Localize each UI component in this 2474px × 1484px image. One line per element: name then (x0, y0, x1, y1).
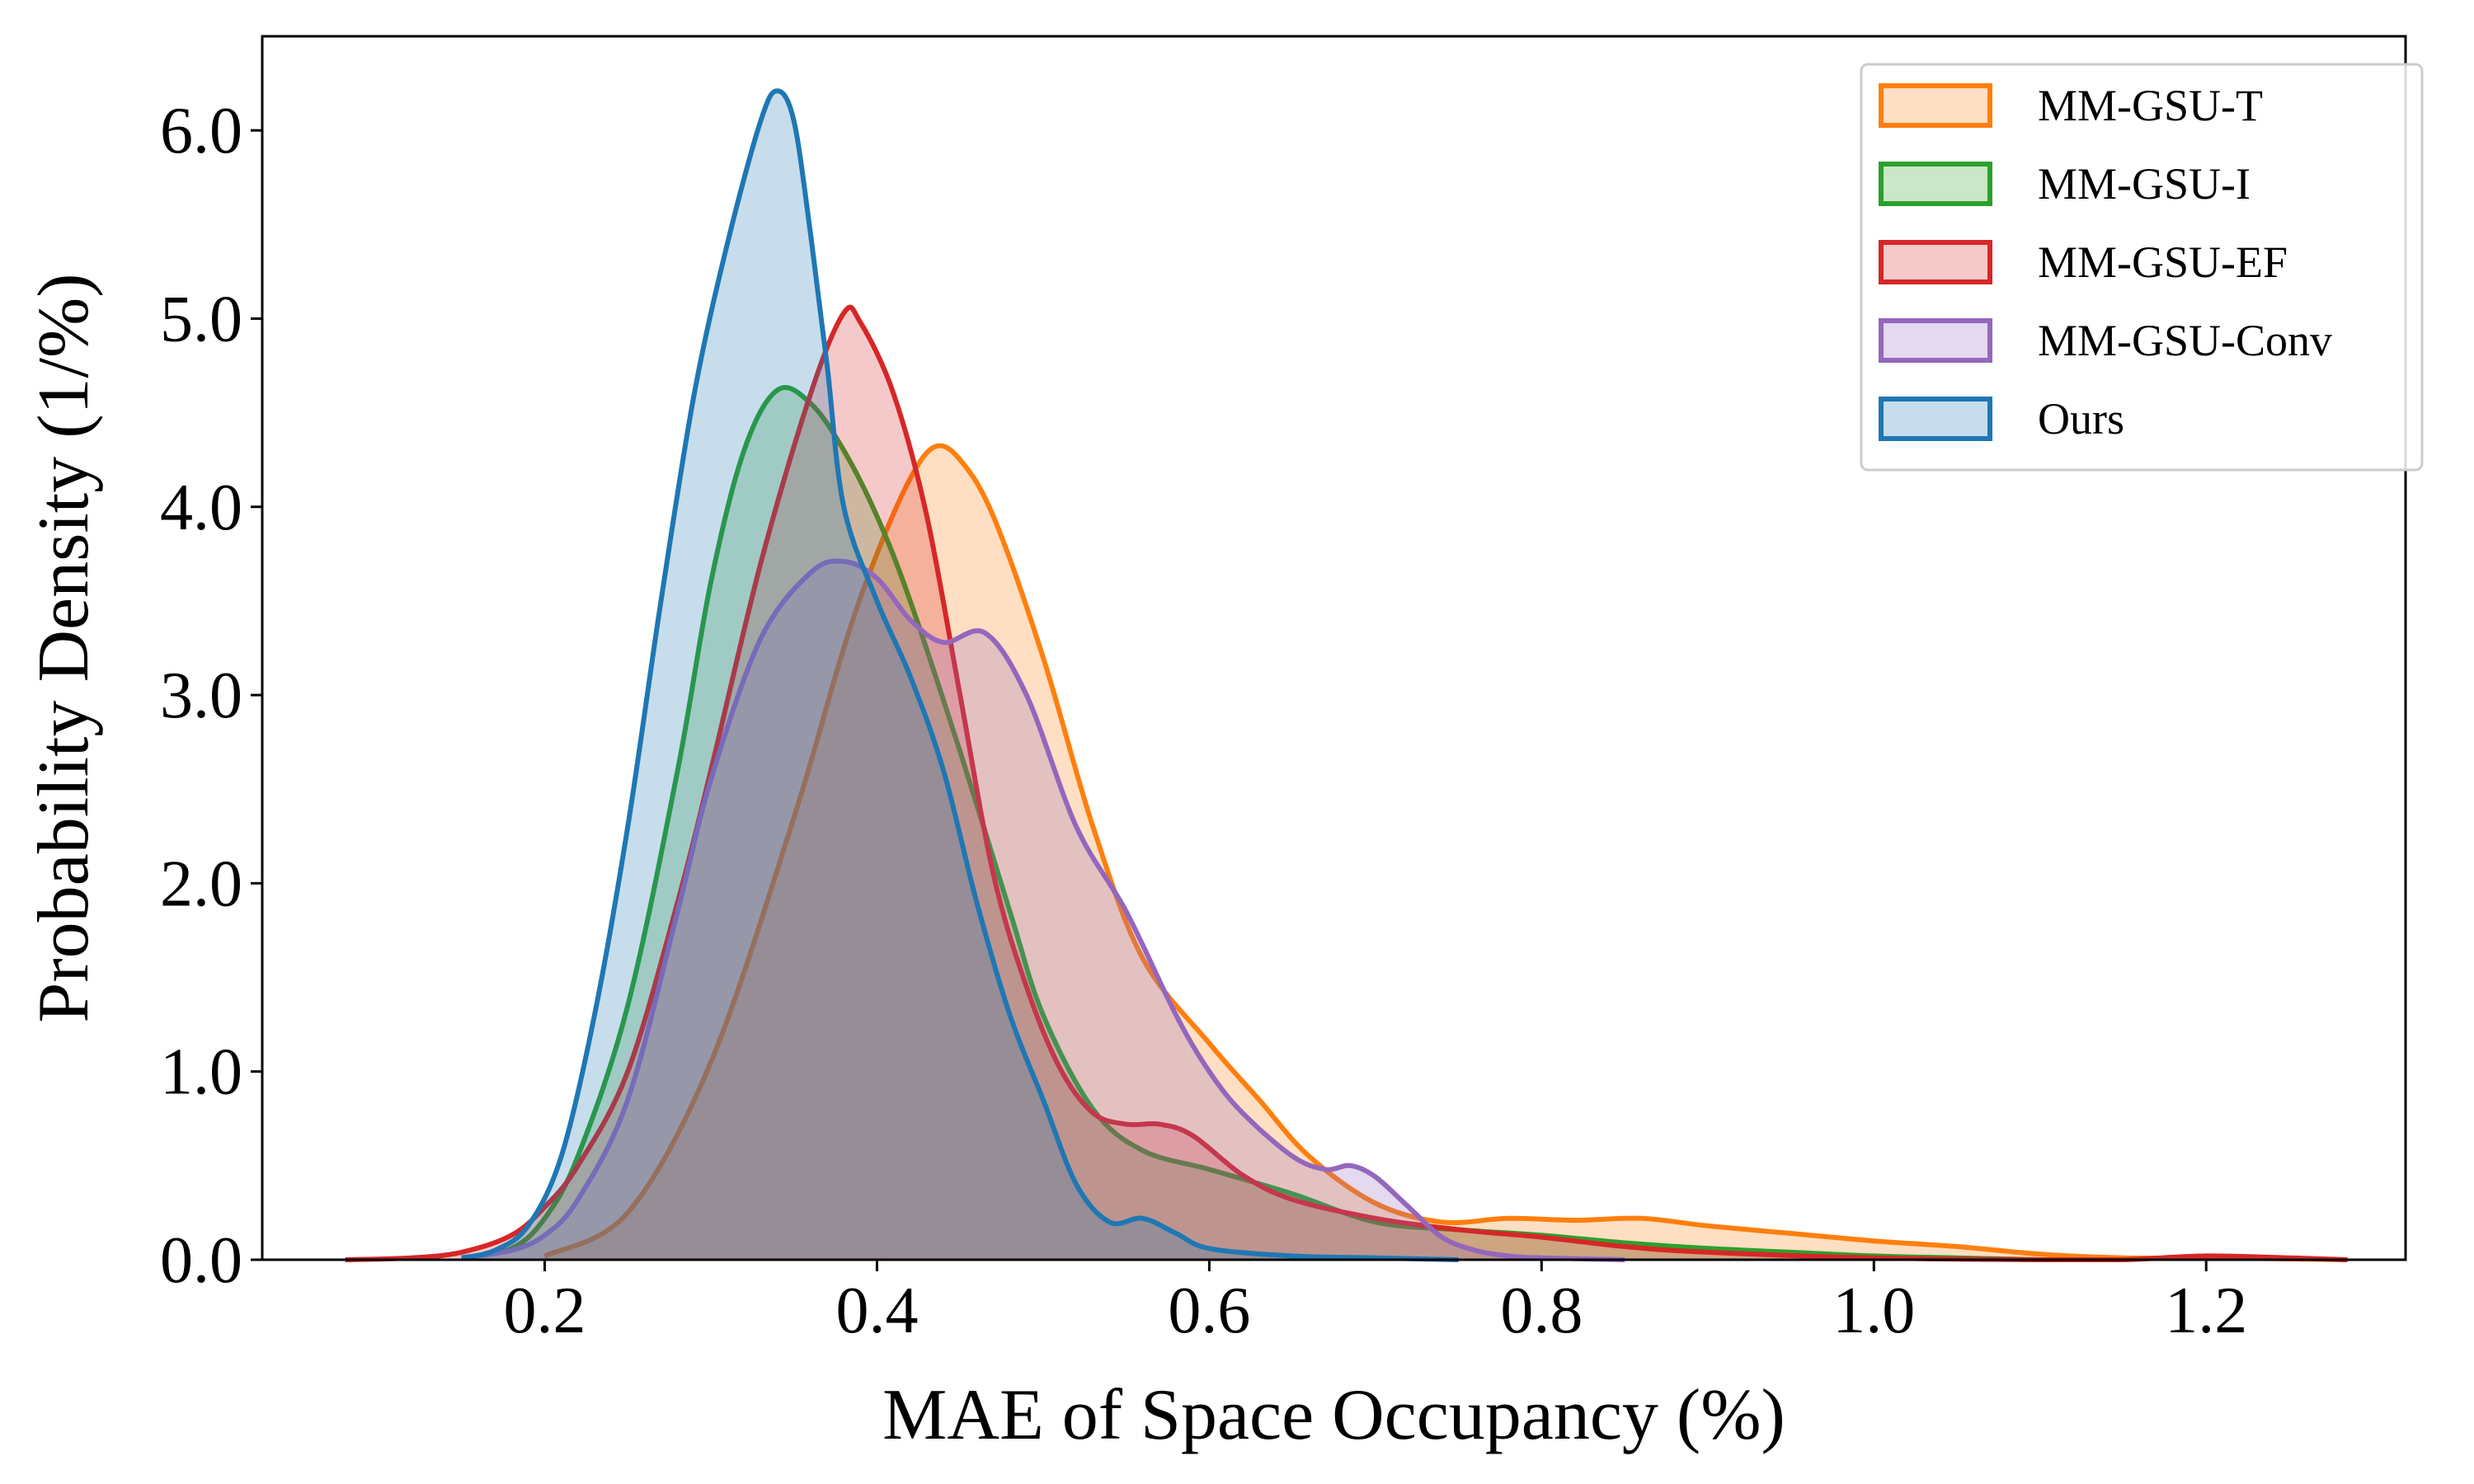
series-fill-mm-gsu-t (544, 445, 2348, 1260)
y-tick-label: 0.0 (160, 1224, 242, 1297)
legend-label-ours: Ours (2038, 394, 2124, 444)
legend-label-mm-gsu-i: MM-GSU-I (2038, 159, 2251, 209)
x-tick-label: 1.0 (1832, 1275, 1915, 1347)
series-layer (345, 88, 2348, 1262)
x-tick-label: 0.8 (1500, 1275, 1583, 1347)
legend-swatch-mm-gsu-i (1879, 162, 1992, 206)
legend-label-mm-gsu-ef: MM-GSU-EF (2038, 237, 2288, 287)
series-fill-mm-gsu-i (461, 387, 2040, 1261)
x-tick-label: 1.2 (2165, 1275, 2247, 1347)
series-line-ours (461, 88, 1459, 1262)
legend-swatch-mm-gsu-conv (1879, 318, 1992, 363)
series-line-mm-gsu-i (461, 385, 2040, 1262)
y-tick-label: 2.0 (160, 848, 242, 920)
series-line-mm-gsu-t (543, 443, 2348, 1262)
series-line-mm-gsu-ef (345, 304, 2348, 1262)
x-tick-label: 0.4 (835, 1275, 918, 1347)
plot-frame (261, 35, 2407, 1261)
y-tick-label: 5.0 (160, 283, 242, 355)
y-axis: 0.0 1.0 2.0 3.0 4.0 5.0 6.0 (160, 95, 262, 1297)
y-tick-label: 4.0 (160, 472, 242, 544)
series-fill-mm-gsu-ef (345, 307, 2348, 1260)
legend-swatch-ours (1879, 397, 1992, 441)
legend-box (1860, 63, 2424, 472)
series-fill-mm-gsu-conv (461, 561, 1625, 1260)
legend-label-mm-gsu-conv: MM-GSU-Conv (2038, 316, 2332, 365)
legend-swatch-mm-gsu-ef (1879, 240, 1992, 284)
x-axis: 0.2 0.4 0.6 0.8 1.0 1.2 (504, 1260, 2247, 1347)
series-line-mm-gsu-conv (461, 558, 1625, 1262)
x-tick-label: 0.6 (1168, 1275, 1250, 1347)
y-tick-label: 1.0 (160, 1036, 242, 1109)
y-tick-label: 3.0 (160, 660, 242, 732)
series-fill-ours (461, 91, 1459, 1261)
legend: MM-GSU-T MM-GSU-I MM-GSU-EF MM-GSU-Conv Ours (1860, 63, 2424, 472)
legend-label-mm-gsu-t: MM-GSU-T (2038, 81, 2263, 130)
y-axis-label: Probability Density (1/%) (24, 273, 104, 1022)
x-axis-label: MAE of Space Occupancy (%) (882, 1375, 1785, 1455)
y-tick-label: 6.0 (160, 95, 242, 167)
x-tick-label: 0.2 (504, 1275, 586, 1347)
legend-swatch-mm-gsu-t (1879, 83, 1992, 128)
